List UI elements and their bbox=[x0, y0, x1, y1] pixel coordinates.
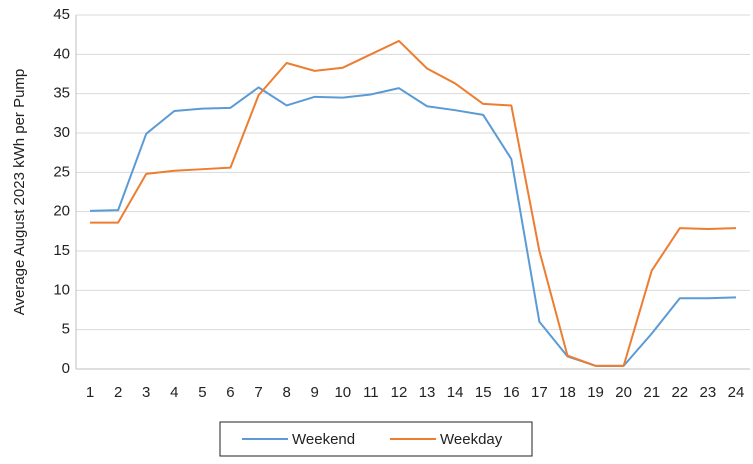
x-tick-label: 22 bbox=[671, 384, 688, 401]
x-tick-label: 21 bbox=[643, 384, 660, 401]
x-tick-label: 4 bbox=[170, 384, 178, 401]
x-tick-label: 16 bbox=[503, 384, 520, 401]
x-tick-label: 1 bbox=[86, 384, 94, 401]
legend-label: Weekday bbox=[440, 431, 503, 448]
x-tick-label: 7 bbox=[254, 384, 262, 401]
x-tick-label: 18 bbox=[559, 384, 576, 401]
x-tick-label: 19 bbox=[587, 384, 604, 401]
x-tick-label: 8 bbox=[282, 384, 290, 401]
x-tick-label: 23 bbox=[700, 384, 717, 401]
y-tick-label: 45 bbox=[53, 6, 70, 23]
line-series bbox=[90, 39, 736, 367]
x-tick-label: 15 bbox=[475, 384, 492, 401]
y-tick-label: 30 bbox=[53, 124, 70, 141]
y-tick-label: 40 bbox=[53, 45, 70, 62]
x-tick-label: 2 bbox=[114, 384, 122, 401]
x-tick-label: 11 bbox=[363, 384, 379, 401]
x-tick-label: 10 bbox=[334, 384, 351, 401]
x-tick-label: 5 bbox=[198, 384, 206, 401]
y-axis-label: Average August 2023 kWh per Pump bbox=[11, 69, 28, 316]
x-tick-label: 14 bbox=[447, 384, 464, 401]
y-tick-label: 35 bbox=[53, 85, 70, 102]
x-tick-label: 24 bbox=[728, 384, 745, 401]
x-tick-label: 3 bbox=[142, 384, 150, 401]
y-tick-label: 15 bbox=[53, 242, 70, 259]
y-tick-label: 20 bbox=[53, 203, 70, 220]
x-tick-label: 12 bbox=[391, 384, 408, 401]
y-tick-label: 5 bbox=[62, 321, 70, 338]
x-tick-label: 17 bbox=[531, 384, 548, 401]
y-tick-label: 0 bbox=[62, 360, 70, 377]
legend-label: Weekend bbox=[292, 431, 355, 448]
x-tick-label: 9 bbox=[311, 384, 319, 401]
y-tick-label: 25 bbox=[53, 163, 70, 180]
x-tick-label: 20 bbox=[615, 384, 632, 401]
x-tick-label: 6 bbox=[226, 384, 234, 401]
y-tick-label: 10 bbox=[53, 281, 70, 298]
line-series bbox=[90, 86, 736, 367]
x-tick-label: 13 bbox=[419, 384, 436, 401]
